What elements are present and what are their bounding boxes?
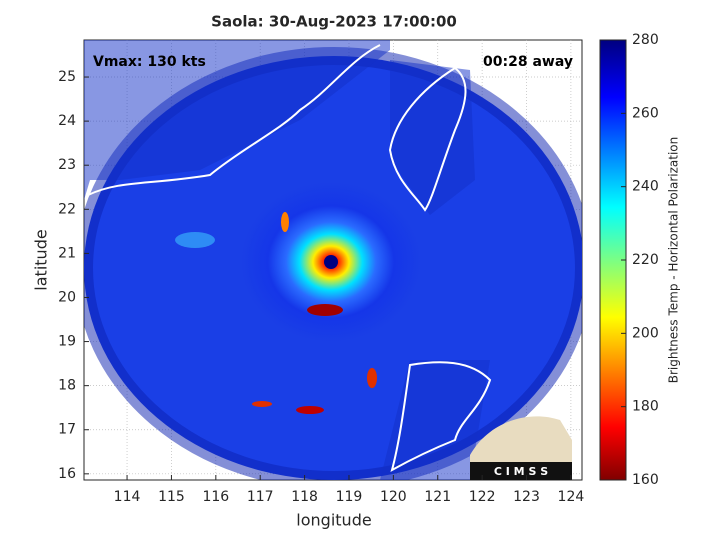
y-tick-label: 23 <box>58 157 76 173</box>
x-axis-label: longitude <box>296 511 371 530</box>
y-tick-label: 19 <box>58 334 76 350</box>
colorbar-tick-label: 280 <box>632 32 659 48</box>
y-tick-label: 17 <box>58 422 76 438</box>
logo-text: C I M S S <box>494 465 548 478</box>
y-tick-label: 18 <box>58 378 76 394</box>
logo: C I M S S <box>470 416 572 480</box>
x-tick-label: 116 <box>202 489 229 505</box>
y-tick-label: 21 <box>58 245 76 261</box>
colorbar-tick-label: 220 <box>632 252 659 268</box>
x-tick-label: 123 <box>513 489 540 505</box>
x-tick-label: 124 <box>558 489 585 505</box>
y-tick-label: 20 <box>58 289 76 305</box>
colorbar-label: Brightness Temp - Horizontal Polarizatio… <box>667 137 681 384</box>
chart-title: Saola: 30-Aug-2023 17:00:00 <box>211 13 457 31</box>
x-tick-label: 114 <box>114 489 141 505</box>
y-tick-label: 22 <box>58 201 76 217</box>
annotation: 00:28 away <box>483 54 573 70</box>
annotation: Vmax: 130 kts <box>93 54 206 70</box>
y-tick-label: 25 <box>58 69 76 85</box>
colorbar-tick-label: 160 <box>632 472 659 488</box>
x-tick-label: 122 <box>469 489 496 505</box>
y-tick-label: 24 <box>58 113 76 129</box>
x-tick-label: 119 <box>336 489 363 505</box>
colorbar-tick-label: 260 <box>632 105 659 121</box>
y-axis-label: latitude <box>32 229 51 290</box>
y-tick-label: 16 <box>58 466 76 482</box>
x-tick-label: 117 <box>247 489 274 505</box>
colorbar-tick-label: 180 <box>632 399 659 415</box>
x-tick-label: 115 <box>158 489 185 505</box>
x-tick-label: 120 <box>380 489 407 505</box>
x-tick-label: 121 <box>424 489 451 505</box>
colorbar-tick-label: 200 <box>632 325 659 341</box>
imagery <box>84 40 582 480</box>
colorbar-tick-label: 240 <box>632 179 659 195</box>
x-tick-label: 118 <box>291 489 318 505</box>
